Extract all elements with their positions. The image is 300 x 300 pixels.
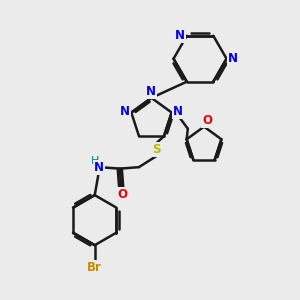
Text: N: N xyxy=(228,52,238,64)
Text: N: N xyxy=(175,29,185,42)
Text: O: O xyxy=(202,114,212,127)
Text: O: O xyxy=(118,188,128,201)
Text: N: N xyxy=(94,161,103,174)
Text: N: N xyxy=(173,105,183,118)
Text: H: H xyxy=(91,156,99,166)
Text: S: S xyxy=(152,143,161,156)
Text: N: N xyxy=(120,105,130,118)
Text: Br: Br xyxy=(87,261,102,274)
Text: N: N xyxy=(146,85,156,98)
